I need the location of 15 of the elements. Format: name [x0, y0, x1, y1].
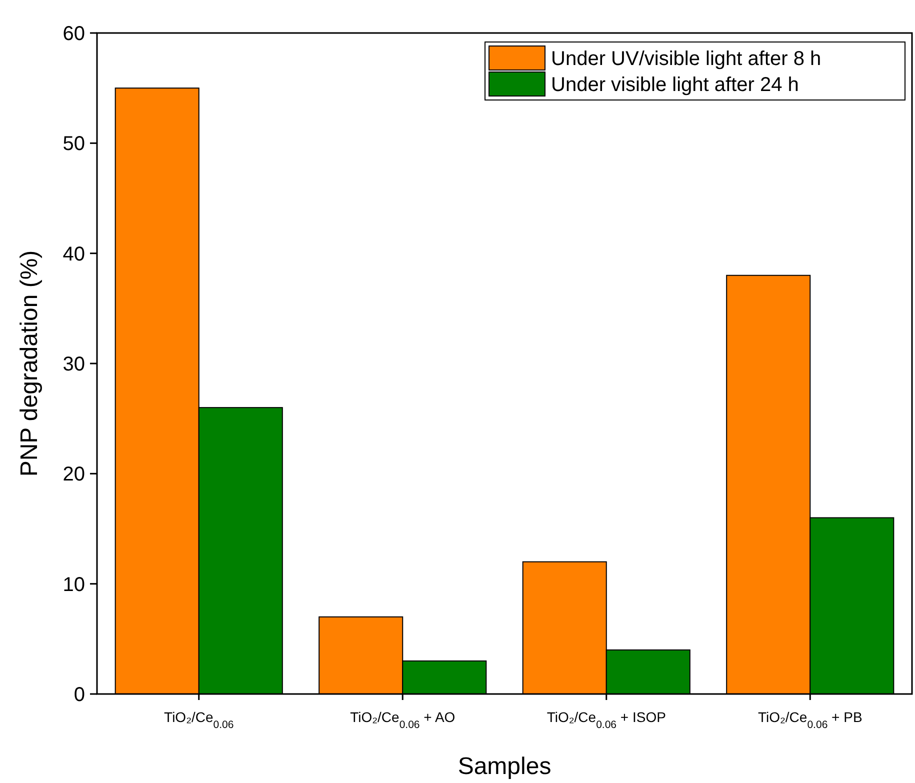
x-tick-label: TiO₂/Ce$_{0.06}$ [164, 709, 234, 731]
y-tick-label: 10 [62, 574, 85, 596]
y-tick-label: 30 [62, 354, 85, 376]
y-tick-label: 40 [62, 243, 85, 266]
x-tick-label: TiO₂/Ce$_{0.06}$ + PB [758, 709, 862, 731]
x-tick-label: TiO₂/Ce$_{0.06}$ + ISOP [546, 709, 666, 731]
y-axis-title: PNP degradation (%) [16, 250, 43, 477]
x-axis-title: Samples [458, 753, 552, 780]
y-tick-label: 50 [62, 133, 85, 156]
y-tick-label: 60 [62, 23, 85, 45]
y-tick-label: 20 [62, 464, 85, 486]
y-tick-label: 0 [74, 684, 85, 706]
x-tick-label: TiO₂/Ce$_{0.06}$ + AO [350, 709, 456, 731]
legend-label: Under visible light after 24 h [551, 74, 799, 96]
legend-label: Under UV/visible light after 8 h [551, 48, 822, 70]
